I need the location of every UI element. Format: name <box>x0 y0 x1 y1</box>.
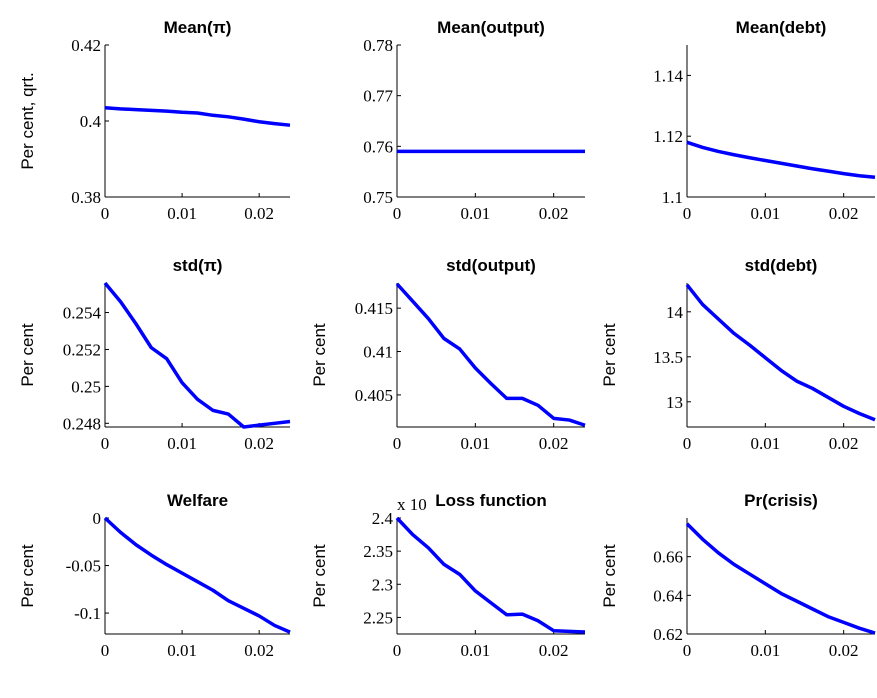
x-tick-label: 0 <box>683 434 692 453</box>
x-tick-label: 0.01 <box>750 204 780 223</box>
x-tick-label: 0 <box>683 641 692 660</box>
panel-title: Loss function <box>435 491 546 510</box>
panel-title: Welfare <box>167 491 228 510</box>
panel-title: std(π) <box>173 256 223 275</box>
x-tick-label: 0 <box>393 434 402 453</box>
y-axis-label: Per cent <box>18 323 37 387</box>
data-line <box>395 282 586 427</box>
y-tick-label: 0.38 <box>71 188 101 207</box>
y-tick-label: 0.78 <box>363 36 393 55</box>
y-tick-label: 1.14 <box>653 66 683 85</box>
x-tick-label: 0 <box>393 204 402 223</box>
panel-title: std(debt) <box>745 256 818 275</box>
x-tick-label: 0.02 <box>829 641 859 660</box>
y-tick-label: 0.415 <box>355 299 393 318</box>
x-tick-label: 0 <box>101 641 110 660</box>
panel-title: Pr(crisis) <box>744 491 818 510</box>
x-tick-label: 0 <box>101 204 110 223</box>
panel-title: std(output) <box>446 256 536 275</box>
x-tick-label: 0.01 <box>460 641 490 660</box>
x-tick-label: 0.02 <box>244 434 274 453</box>
y-tick-label: 0.41 <box>363 343 393 362</box>
x-tick-label: 0.01 <box>460 434 490 453</box>
y-axis-label: Per cent <box>18 544 37 608</box>
x-tick-label: 0 <box>683 204 692 223</box>
y-tick-label: 0 <box>93 509 102 528</box>
y-tick-label: 0.77 <box>363 87 393 106</box>
data-line <box>685 522 876 635</box>
y-tick-label: 0.76 <box>363 137 393 156</box>
y-tick-label: 0.248 <box>63 414 101 433</box>
data-line <box>104 105 291 127</box>
y-tick-label: 13.5 <box>653 348 683 367</box>
y-tick-label: 2.3 <box>372 575 393 594</box>
x-tick-label: 0.01 <box>167 434 197 453</box>
x-tick-label: 0.02 <box>829 204 859 223</box>
y-axis-label: Per cent <box>310 323 329 387</box>
panel-title: Mean(debt) <box>736 18 827 37</box>
y-tick-label: 2.35 <box>363 542 393 561</box>
y-tick-label: 13 <box>666 393 683 412</box>
y-axis-label: Per cent <box>600 323 619 387</box>
x-tick-label: 0 <box>101 434 110 453</box>
x-tick-label: 0.02 <box>539 434 569 453</box>
y-tick-label: 0.62 <box>653 625 683 644</box>
x-tick-label: 0 <box>393 641 402 660</box>
y-tick-label: 0.4 <box>80 112 102 131</box>
x-tick-label: 0.02 <box>539 204 569 223</box>
y-axis-label: Per cent <box>600 544 619 608</box>
y-tick-label: 0.252 <box>63 340 101 359</box>
data-line <box>685 283 876 422</box>
y-tick-label: 0.66 <box>653 548 683 567</box>
y-tick-label: 0.75 <box>363 188 393 207</box>
x-tick-label: 0.01 <box>460 204 490 223</box>
data-line <box>103 281 291 429</box>
y-axis-label: Per cent, qrt. <box>18 72 37 169</box>
x-tick-label: 0.02 <box>829 434 859 453</box>
data-line <box>686 140 876 179</box>
y-tick-label: 0.42 <box>71 36 101 55</box>
y-tick-label: 2.25 <box>363 608 393 627</box>
y-tick-label: -0.1 <box>74 604 101 623</box>
x-tick-label: 0.01 <box>750 641 780 660</box>
x-tick-label: 0.02 <box>539 641 569 660</box>
exponent-note: x 10 <box>397 495 427 514</box>
y-tick-label: 2.4 <box>372 509 394 528</box>
y-tick-label: 1.1 <box>662 188 683 207</box>
data-line <box>103 516 291 634</box>
panel-title: Mean(π) <box>164 18 232 37</box>
x-tick-label: 0.01 <box>750 434 780 453</box>
x-tick-label: 0.01 <box>167 641 197 660</box>
y-axis-label: Per cent <box>310 544 329 608</box>
y-tick-label: -0.05 <box>66 557 101 576</box>
y-tick-label: 14 <box>666 303 684 322</box>
data-line <box>395 516 586 634</box>
x-tick-label: 0.02 <box>244 641 274 660</box>
panel-title: Mean(output) <box>437 18 545 37</box>
y-tick-label: 0.25 <box>71 377 101 396</box>
y-tick-label: 0.64 <box>653 586 683 605</box>
x-tick-label: 0.01 <box>167 204 197 223</box>
y-tick-label: 1.12 <box>653 127 683 146</box>
y-tick-label: 0.405 <box>355 386 393 405</box>
y-tick-label: 0.254 <box>63 304 102 323</box>
x-tick-label: 0.02 <box>244 204 274 223</box>
